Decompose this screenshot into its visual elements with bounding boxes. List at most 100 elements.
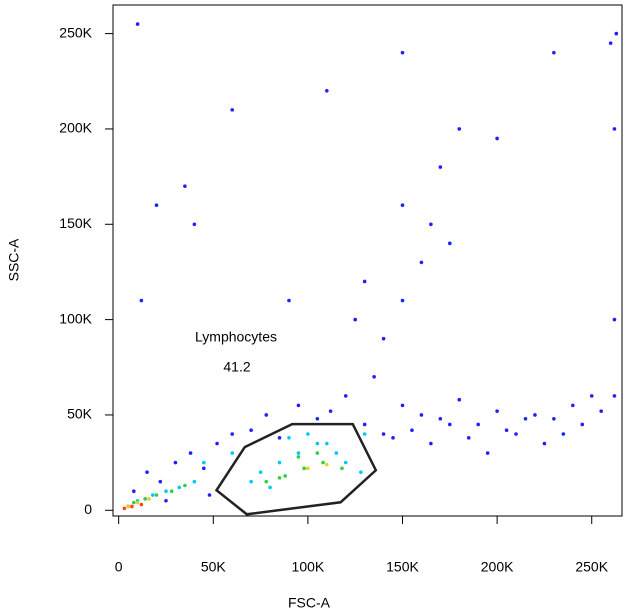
- point: [135, 500, 140, 505]
- x-tick-label: 200K: [481, 559, 514, 575]
- point: [264, 479, 269, 484]
- point: [230, 451, 235, 455]
- point: [448, 241, 452, 246]
- point: [130, 504, 134, 509]
- point: [466, 436, 471, 440]
- point: [561, 432, 566, 436]
- x-tick-label: 150K: [386, 559, 419, 575]
- point: [495, 409, 499, 413]
- point: [154, 203, 159, 208]
- point: [381, 432, 386, 436]
- point: [552, 416, 556, 421]
- point: [183, 483, 187, 488]
- point: [325, 89, 329, 93]
- point: [154, 493, 159, 497]
- point: [164, 489, 168, 494]
- point: [343, 394, 348, 398]
- point: [230, 108, 235, 112]
- point: [158, 479, 163, 484]
- point: [381, 336, 386, 341]
- point: [359, 470, 363, 474]
- point: [268, 485, 272, 490]
- point: [485, 451, 490, 455]
- point: [150, 493, 155, 497]
- point: [552, 50, 556, 55]
- point: [139, 298, 144, 303]
- point: [277, 460, 282, 465]
- point: [504, 428, 509, 432]
- point: [249, 428, 253, 432]
- point: [143, 497, 147, 501]
- point: [608, 41, 613, 45]
- y-tick-label: 100K: [59, 310, 92, 326]
- point: [306, 432, 310, 436]
- point: [612, 127, 617, 131]
- gate-label: Lymphocytes: [195, 329, 277, 345]
- point: [315, 441, 320, 446]
- gate: [214, 422, 378, 516]
- point: [192, 222, 197, 227]
- x-tick-label: 100K: [292, 559, 325, 575]
- point: [147, 497, 151, 501]
- point: [306, 466, 310, 471]
- point: [230, 432, 235, 436]
- x-tick-label: 250K: [575, 559, 608, 575]
- point: [523, 416, 528, 421]
- point: [296, 451, 301, 455]
- point: [164, 498, 168, 503]
- point: [202, 460, 206, 465]
- point: [448, 422, 452, 427]
- y-tick-label: 250K: [59, 24, 92, 40]
- point: [372, 375, 376, 379]
- point: [302, 466, 306, 471]
- point: [328, 409, 333, 413]
- point: [183, 184, 187, 188]
- point: [343, 460, 348, 465]
- y-tick-label: 200K: [59, 120, 92, 136]
- y-tick-label: 50K: [67, 406, 93, 422]
- point: [614, 31, 619, 36]
- point: [419, 260, 424, 265]
- point: [325, 462, 329, 467]
- point: [340, 466, 344, 471]
- point: [122, 506, 127, 511]
- point: [612, 317, 617, 322]
- point: [192, 479, 197, 484]
- point: [315, 451, 320, 455]
- point: [188, 451, 193, 455]
- point: [419, 413, 424, 417]
- y-tick-label: 150K: [59, 215, 92, 231]
- point: [495, 136, 499, 141]
- y-axis-title: SSC-A: [6, 238, 22, 281]
- point: [132, 500, 136, 505]
- point: [400, 203, 405, 208]
- point: [457, 127, 462, 131]
- point: [400, 298, 405, 303]
- point: [571, 403, 575, 408]
- point: [126, 504, 130, 509]
- point: [400, 50, 405, 55]
- point: [514, 432, 518, 436]
- point: [334, 451, 339, 455]
- point: [410, 428, 414, 432]
- point: [476, 422, 480, 427]
- x-axis-title: FSC-A: [288, 595, 331, 611]
- y-tick-label: 0: [84, 501, 92, 517]
- point: [599, 409, 603, 413]
- gate-value: 41.2: [223, 359, 250, 375]
- point: [296, 403, 301, 408]
- point: [202, 466, 206, 471]
- point: [353, 317, 358, 322]
- point: [321, 460, 325, 465]
- point: [580, 422, 585, 427]
- point: [145, 470, 149, 474]
- point: [132, 489, 136, 494]
- point: [542, 441, 547, 446]
- point: [173, 460, 178, 465]
- point: [287, 436, 291, 440]
- point: [362, 432, 367, 436]
- point: [533, 413, 537, 417]
- point: [325, 441, 329, 446]
- point: [215, 441, 219, 446]
